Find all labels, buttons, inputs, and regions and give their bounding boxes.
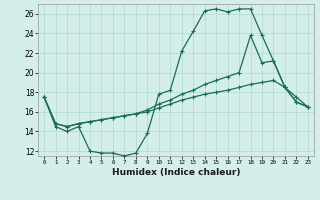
X-axis label: Humidex (Indice chaleur): Humidex (Indice chaleur)	[112, 168, 240, 177]
